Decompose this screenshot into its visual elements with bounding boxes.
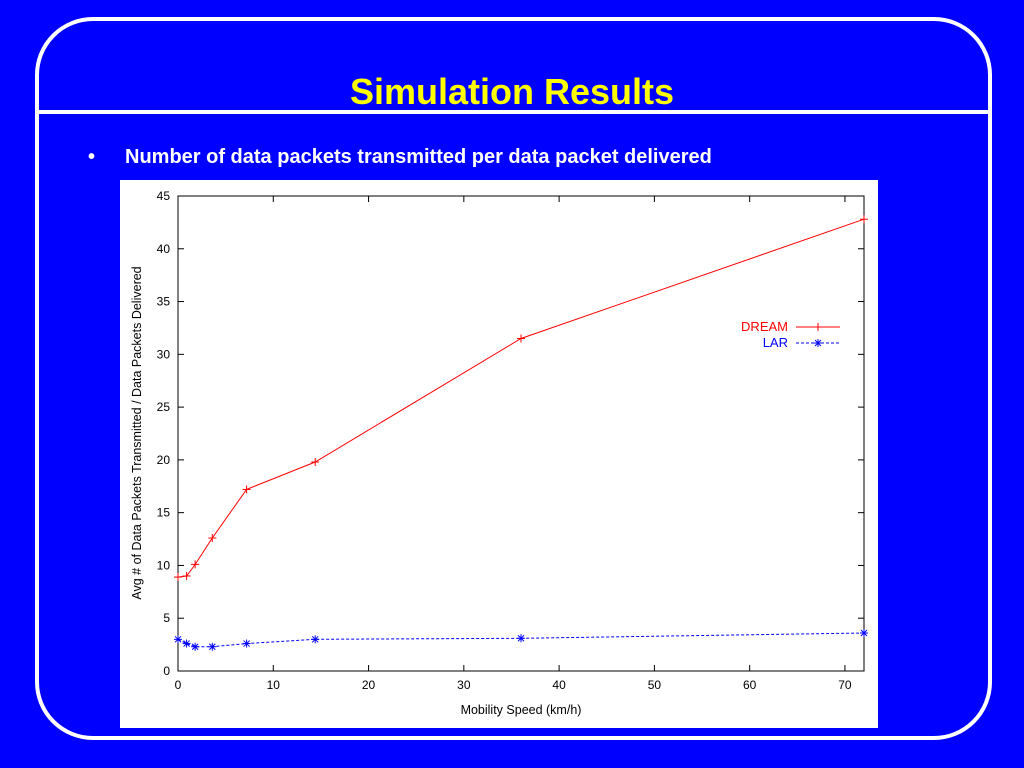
y-tick-label: 0 xyxy=(163,664,170,678)
y-tick-label: 45 xyxy=(157,189,171,203)
data-point-dream xyxy=(517,334,525,343)
data-point-lar xyxy=(860,629,868,637)
marker-stroke xyxy=(517,634,525,642)
legend-marker-dream xyxy=(814,323,822,331)
x-tick-label: 40 xyxy=(552,678,566,692)
y-tick-label: 35 xyxy=(157,295,171,309)
x-tick-label: 50 xyxy=(648,678,662,692)
y-tick-label: 25 xyxy=(157,400,171,414)
marker-stroke xyxy=(183,640,190,647)
series-line-dream xyxy=(177,218,865,578)
marker-stroke xyxy=(208,643,216,651)
data-point-dream xyxy=(311,458,320,466)
marker-stroke xyxy=(814,339,822,347)
data-point-lar xyxy=(208,642,217,651)
x-axis-title: Mobility Speed (km/h) xyxy=(461,703,582,717)
data-point-lar xyxy=(311,635,320,644)
data-point-dream xyxy=(174,573,182,582)
data-point-lar xyxy=(242,639,251,648)
data-point-lar xyxy=(182,639,191,648)
data-point-dream xyxy=(860,215,868,224)
y-axis-title: Avg # of Data Packets Transmitted / Data… xyxy=(130,266,144,599)
marker-stroke xyxy=(174,635,182,643)
legend-label-lar: LAR xyxy=(763,335,788,350)
line-chart: 0 10 20 30 40 50 60 70 0 5 10 15 20 25 30 35 40 45 Mobili… xyxy=(130,189,868,717)
y-tick-label: 40 xyxy=(157,242,171,256)
data-point-dream xyxy=(191,560,200,569)
y-tick-label: 10 xyxy=(157,558,171,572)
legend-label-dream: DREAM xyxy=(741,319,788,334)
data-point-lar xyxy=(191,642,200,651)
data-point-lar xyxy=(174,635,182,644)
marker-stroke xyxy=(860,629,868,637)
data-point-dream xyxy=(182,572,191,580)
legend-marker-lar xyxy=(814,339,822,347)
x-tick-label: 10 xyxy=(267,678,281,692)
y-tick-label: 5 xyxy=(163,611,170,625)
y-tick-label: 20 xyxy=(157,453,171,467)
slide-frame xyxy=(35,17,992,740)
x-tick-label: 70 xyxy=(838,678,852,692)
bullet-item: • Number of data packets transmitted per … xyxy=(88,144,712,170)
data-point-dream xyxy=(208,534,217,542)
series-line-lar xyxy=(177,632,865,648)
marker-stroke xyxy=(191,643,199,651)
marker-stroke xyxy=(243,640,250,647)
slide-title: Simulation Results xyxy=(349,71,675,112)
title-divider xyxy=(39,110,988,114)
x-tick-label: 60 xyxy=(743,678,757,692)
bullet-icon: • xyxy=(88,146,96,168)
bullet-text: Number of data packets transmitted per d… xyxy=(125,146,712,168)
x-tick-label: 30 xyxy=(457,678,471,692)
x-tick-label: 20 xyxy=(362,678,376,692)
y-tick-label: 15 xyxy=(157,506,171,520)
x-tick-label: 0 xyxy=(175,678,182,692)
y-tick-label: 30 xyxy=(157,347,171,361)
data-point-lar xyxy=(517,634,525,643)
marker-stroke xyxy=(311,635,319,643)
plot-frame xyxy=(177,195,865,672)
chart-panel: 0 10 20 30 40 50 60 70 0 5 10 15 20 25 30 35 40 45 Mobili… xyxy=(120,180,878,728)
data-point-dream xyxy=(242,485,251,494)
